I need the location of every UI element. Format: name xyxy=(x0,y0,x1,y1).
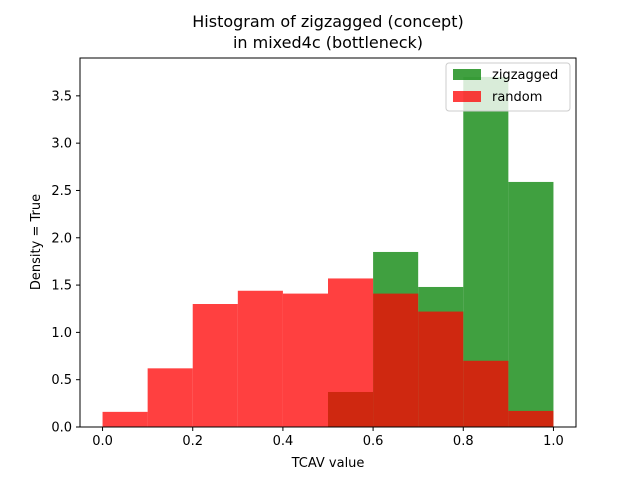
zigzagged-bar xyxy=(508,181,554,427)
random-bar xyxy=(237,290,283,427)
legend-swatch-random xyxy=(453,91,481,102)
y-tick-label: 3.0 xyxy=(51,137,72,152)
legend-label-zigzagged: zigzagged xyxy=(492,68,558,83)
x-tick-label: 0.4 xyxy=(273,434,294,449)
y-tick-label: 2.5 xyxy=(51,184,72,199)
chart-title-line-1: Histogram of zigzagged (concept) xyxy=(192,12,463,31)
random-bar xyxy=(282,293,328,427)
random-bar xyxy=(373,293,419,427)
legend-label-random: random xyxy=(492,90,542,105)
legend-swatch-zigzagged xyxy=(453,69,481,80)
random-bar xyxy=(328,278,374,427)
axes-layer: 0.0 0.2 0.4 0.6 0.8 1.0 0.0 0.5 1.0 1.5 2.0 2.5 3.0 3… xyxy=(51,57,577,449)
series-random xyxy=(102,278,554,427)
chart-title: Histogram of zigzagged (concept) in mixe… xyxy=(192,12,463,52)
x-tick-label: 0.2 xyxy=(182,434,203,449)
x-tick-label: 0.8 xyxy=(453,434,474,449)
y-axis-label: Density = True xyxy=(29,194,44,290)
x-tick-label: 0.0 xyxy=(92,434,113,449)
x-tick-label: 1.0 xyxy=(543,434,564,449)
random-bar xyxy=(508,410,554,427)
random-bar xyxy=(192,304,238,427)
y-tick-label: 2.0 xyxy=(51,231,72,246)
random-bar xyxy=(102,411,148,427)
x-tick-label: 0.6 xyxy=(363,434,384,449)
y-tick-label: 0.5 xyxy=(51,373,72,388)
random-bar xyxy=(418,311,464,427)
plot-frame xyxy=(79,57,577,428)
legend: zigzagged random xyxy=(445,62,571,112)
random-bar xyxy=(147,368,193,427)
random-bar xyxy=(463,360,509,427)
y-tick-label: 0.0 xyxy=(51,421,72,436)
y-tick-label: 1.0 xyxy=(51,326,72,341)
bars-layer xyxy=(102,76,554,427)
y-tick-label: 3.5 xyxy=(51,89,72,104)
y-tick-label: 1.5 xyxy=(51,279,72,294)
chart-title-line-2: in mixed4c (bottleneck) xyxy=(233,33,423,52)
x-axis-label: TCAV value xyxy=(291,456,365,471)
